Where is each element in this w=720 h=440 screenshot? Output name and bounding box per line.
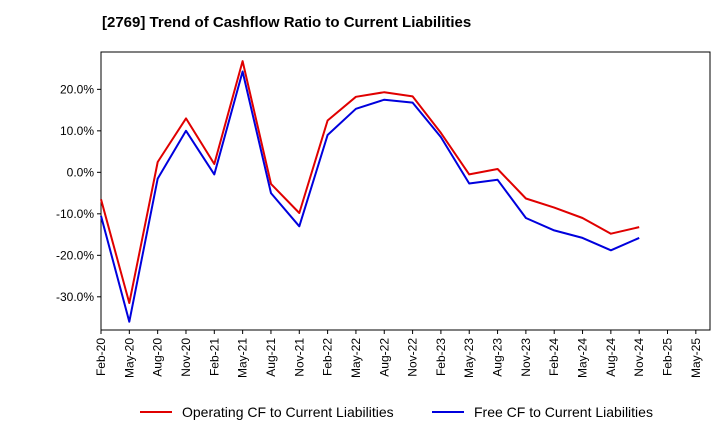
plot-frame bbox=[100, 51, 711, 331]
x-tick-label: Nov-21 bbox=[292, 338, 306, 377]
y-tick-label: 0.0% bbox=[67, 165, 95, 179]
x-tick-label: May-20 bbox=[122, 338, 136, 378]
series-line-free-cf bbox=[100, 70, 640, 323]
x-tick-label: Aug-23 bbox=[491, 338, 505, 377]
legend-item: Operating CF to Current Liabilities bbox=[140, 404, 394, 420]
x-tick-label: May-25 bbox=[689, 338, 703, 378]
legend-swatch bbox=[140, 411, 172, 413]
x-tick-label: Aug-21 bbox=[264, 338, 278, 377]
chart-title: [2769] Trend of Cashflow Ratio to Curren… bbox=[102, 14, 472, 31]
y-tick-label: -20.0% bbox=[56, 248, 94, 262]
x-tick-label: Feb-24 bbox=[547, 338, 561, 376]
legend-label: Operating CF to Current Liabilities bbox=[182, 404, 394, 420]
y-tick-label: 10.0% bbox=[60, 124, 94, 138]
x-tick-label: Nov-22 bbox=[406, 338, 420, 377]
x-tick-label: Feb-25 bbox=[661, 338, 675, 376]
tick-label-layer: Feb-20 May-20 Aug-20 Nov-20 Feb-21 May-21 Aug-… bbox=[56, 82, 703, 378]
legend-label: Free CF to Current Liabilities bbox=[474, 404, 653, 420]
axis-layer bbox=[97, 51, 711, 334]
legend-item: Free CF to Current Liabilities bbox=[432, 404, 653, 420]
x-tick-label: Nov-20 bbox=[179, 338, 193, 377]
legend-swatch bbox=[432, 411, 464, 413]
x-tick-label: Feb-21 bbox=[207, 338, 221, 376]
x-tick-label: Feb-20 bbox=[94, 338, 108, 376]
y-tick-label: -10.0% bbox=[56, 207, 94, 221]
x-tick-label: May-21 bbox=[236, 338, 250, 378]
y-tick-label: -30.0% bbox=[56, 290, 94, 304]
x-tick-label: Nov-24 bbox=[632, 338, 646, 377]
x-tick-label: May-23 bbox=[462, 338, 476, 378]
x-tick-label: Feb-23 bbox=[434, 338, 448, 376]
series-line-operating-cf bbox=[100, 60, 640, 304]
x-tick-label: Feb-22 bbox=[321, 338, 335, 376]
x-tick-label: May-22 bbox=[349, 338, 363, 378]
series-layer bbox=[100, 60, 640, 323]
y-tick-label: 20.0% bbox=[60, 82, 94, 96]
x-tick-label: Aug-20 bbox=[151, 338, 165, 377]
x-tick-label: Nov-23 bbox=[519, 338, 533, 377]
x-tick-label: May-24 bbox=[576, 338, 590, 378]
legend: Operating CF to Current Liabilities Free … bbox=[0, 404, 720, 426]
x-tick-label: Aug-24 bbox=[604, 338, 618, 377]
x-tick-label: Aug-22 bbox=[377, 338, 391, 377]
